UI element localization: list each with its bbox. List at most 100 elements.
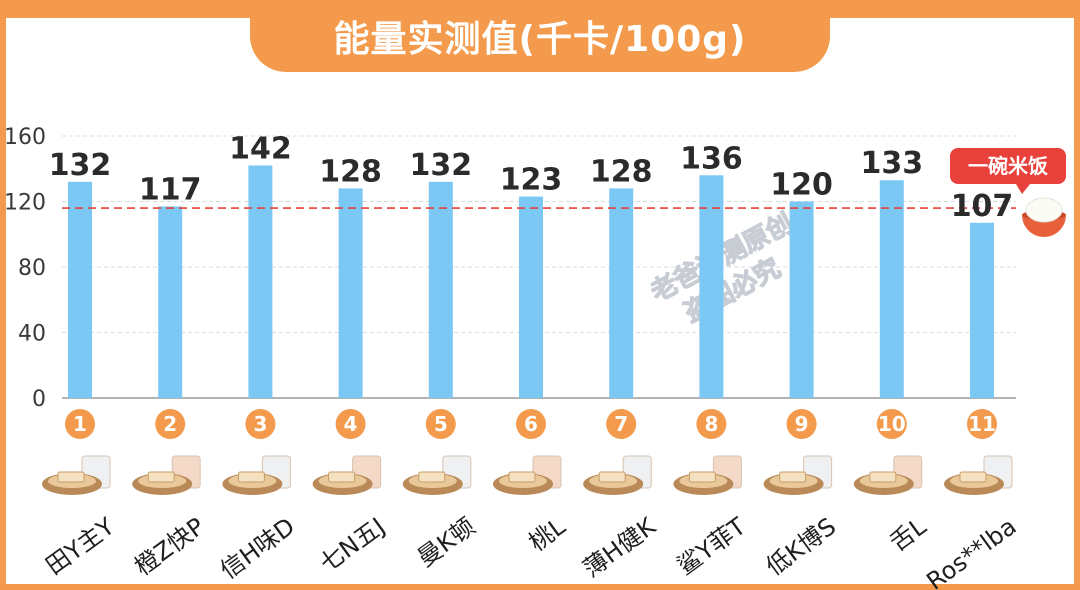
bar xyxy=(158,206,183,398)
product-thumbnail xyxy=(493,455,562,495)
category-label: Ros**lba xyxy=(921,512,1021,590)
bread-slice xyxy=(869,471,897,483)
rice-callout-box: 一碗米饭 xyxy=(950,148,1066,194)
number-badge: 7 xyxy=(606,409,637,439)
badge-number: 2 xyxy=(163,412,177,436)
category-label: 桃L xyxy=(524,512,571,557)
bread-slice xyxy=(598,471,626,483)
bowl-shape xyxy=(1022,215,1066,237)
number-badge: 9 xyxy=(786,409,817,439)
category-label: 田Y主Y xyxy=(41,512,120,580)
number-badge: 4 xyxy=(335,409,366,439)
bar xyxy=(519,196,543,398)
bread-slice xyxy=(147,471,175,483)
product-thumbnail xyxy=(763,455,833,495)
y-tick-label: 120 xyxy=(4,191,46,216)
bread-slice xyxy=(779,471,807,483)
callout-bubble xyxy=(950,148,1066,184)
bar xyxy=(248,165,273,398)
bar xyxy=(609,188,634,398)
rice-bowl-icon xyxy=(1022,197,1066,237)
bar xyxy=(699,175,724,398)
badge-number: 5 xyxy=(434,412,448,436)
bars xyxy=(68,165,994,398)
number-badge: 5 xyxy=(425,409,456,439)
badge-number: 3 xyxy=(253,412,267,436)
category-label: 薄H健K xyxy=(578,511,662,582)
category-labels: 田Y主Y 橙Z快P 信H味D 七N五J 曼K顿 桃L 薄H健K 鲨Y菲T 低K博S 舌LRos**… xyxy=(41,511,1022,590)
badge-circle xyxy=(696,409,727,439)
badge-circle xyxy=(155,409,186,439)
number-badge: 8 xyxy=(696,409,727,439)
number-badge: 2 xyxy=(155,409,186,439)
category-label: 七N五J xyxy=(315,512,391,578)
badge-circle xyxy=(65,409,95,439)
badge-number: 6 xyxy=(524,412,538,436)
watermark: 老爸评测原创 盗图必究 xyxy=(646,208,799,330)
bread-slice xyxy=(959,471,987,483)
product-thumbnail xyxy=(673,455,742,495)
badge-number: 8 xyxy=(704,412,718,436)
number-badge: 1 xyxy=(65,409,95,439)
value-label: 128 xyxy=(319,154,382,189)
product-thumbnail xyxy=(402,455,472,495)
category-label: 鲨Y菲T xyxy=(672,512,751,580)
rice-mound xyxy=(1025,197,1063,223)
value-label: 107 xyxy=(951,189,1014,224)
product-thumbnail xyxy=(583,455,652,495)
product-thumbnail xyxy=(853,455,923,495)
value-label: 123 xyxy=(500,163,563,198)
bar xyxy=(879,180,904,398)
y-tick-label: 0 xyxy=(32,387,46,412)
bread-slice xyxy=(688,471,716,483)
product-thumbnail xyxy=(132,455,201,495)
badge-number: 7 xyxy=(614,412,628,436)
category-label: 曼K顿 xyxy=(412,512,480,572)
number-badge: 6 xyxy=(516,409,546,439)
bar xyxy=(68,181,92,398)
bread-slice xyxy=(508,471,536,483)
value-label: 132 xyxy=(49,148,112,183)
y-tick-label: 160 xyxy=(4,125,46,150)
number-badge: 11 xyxy=(967,409,997,439)
bar xyxy=(338,188,363,398)
callout-label: 一碗米饭 xyxy=(968,154,1048,178)
badge-circle xyxy=(245,409,276,439)
bread-slice xyxy=(57,471,85,483)
value-label: 132 xyxy=(409,148,472,183)
badge-circle xyxy=(606,409,637,439)
category-label: 低K博S xyxy=(761,512,841,581)
category-label: 信H味D xyxy=(215,512,300,584)
value-label: 133 xyxy=(860,146,923,181)
product-thumbnail xyxy=(944,455,1013,495)
bread-slice xyxy=(418,471,446,483)
badge-circle xyxy=(786,409,817,439)
bar xyxy=(970,222,994,398)
number-badges: 1 2 3 4 5 6 7 8 9 10 11 xyxy=(65,409,997,439)
badge-circle xyxy=(516,409,546,439)
rice-callout: 一碗米饭 xyxy=(950,148,1066,237)
title-banner: 能量实测值(千卡/100g) xyxy=(250,0,830,72)
product-thumbnail xyxy=(222,455,291,495)
value-label: 120 xyxy=(770,168,833,203)
badge-number: 1 xyxy=(73,412,87,436)
category-label: 舌L xyxy=(885,512,932,557)
badge-circle xyxy=(425,409,456,439)
badge-circle xyxy=(876,409,907,439)
value-label: 117 xyxy=(139,172,202,207)
value-label: 142 xyxy=(229,131,292,166)
badge-number: 9 xyxy=(795,412,809,436)
value-label: 136 xyxy=(680,141,743,176)
callout-pointer xyxy=(1016,184,1030,194)
category-label: 橙Z快P xyxy=(129,512,209,581)
badge-circle xyxy=(335,409,366,439)
number-badge: 3 xyxy=(245,409,276,439)
product-thumbnail xyxy=(312,455,382,495)
bread-slice xyxy=(328,471,356,483)
number-badge: 10 xyxy=(876,409,907,439)
chart-title: 能量实测值(千卡/100g) xyxy=(333,19,747,60)
badge-circle xyxy=(967,409,997,439)
value-labels: 132 117 142 128 132 123 128 136 120 133 107 xyxy=(49,131,1014,223)
badge-number: 10 xyxy=(878,412,906,436)
bar xyxy=(428,181,453,398)
